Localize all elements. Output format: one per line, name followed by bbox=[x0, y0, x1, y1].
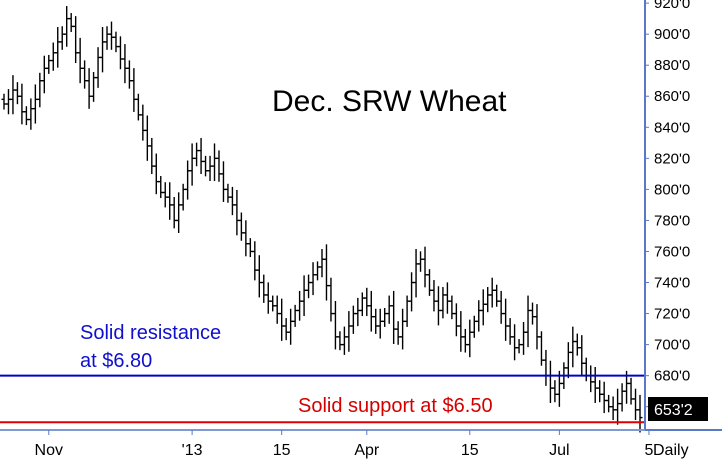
resistance-label: Solid resistance bbox=[80, 322, 221, 344]
y-tick-label: 700'0 bbox=[654, 337, 690, 354]
y-tick-label: 740'0 bbox=[654, 275, 690, 292]
x-tick-label: 15 bbox=[273, 442, 291, 459]
y-tick-label: 900'0 bbox=[654, 26, 690, 43]
last-price-label: 653'2 bbox=[654, 402, 693, 419]
price-bar bbox=[637, 394, 643, 433]
level-lines bbox=[0, 374, 645, 424]
y-tick-label: 680'0 bbox=[654, 368, 690, 385]
chart-title: Dec. SRW Wheat bbox=[272, 85, 507, 118]
y-tick-label: 800'0 bbox=[654, 181, 690, 198]
period-label: Daily bbox=[653, 442, 689, 459]
y-tick-label: 880'0 bbox=[654, 57, 690, 74]
y-tick-label: 840'0 bbox=[654, 119, 690, 136]
x-tick-label: 15 bbox=[461, 442, 479, 459]
y-tick-label: 780'0 bbox=[654, 212, 690, 229]
resistance-label-line2: at $6.80 bbox=[80, 350, 152, 372]
x-tick-label: Jul bbox=[549, 442, 569, 459]
support-label: Solid support at $6.50 bbox=[298, 395, 493, 417]
x-tick-label: 5 bbox=[645, 442, 654, 459]
y-tick-label: 720'0 bbox=[654, 306, 690, 323]
y-tick-label: 820'0 bbox=[654, 150, 690, 167]
x-tick-label: Apr bbox=[354, 442, 380, 459]
y-tick-label: 860'0 bbox=[654, 88, 690, 105]
x-tick-label: '13 bbox=[182, 442, 203, 459]
x-tick-label: Nov bbox=[35, 442, 63, 459]
y-tick-label: 760'0 bbox=[654, 243, 690, 260]
last-price-box bbox=[648, 397, 708, 421]
time-axis: Nov '13 15 Apr 15 Jul 5 bbox=[35, 430, 654, 459]
y-tick-label: 920'0 bbox=[654, 0, 690, 12]
price-bars bbox=[1, 6, 643, 433]
